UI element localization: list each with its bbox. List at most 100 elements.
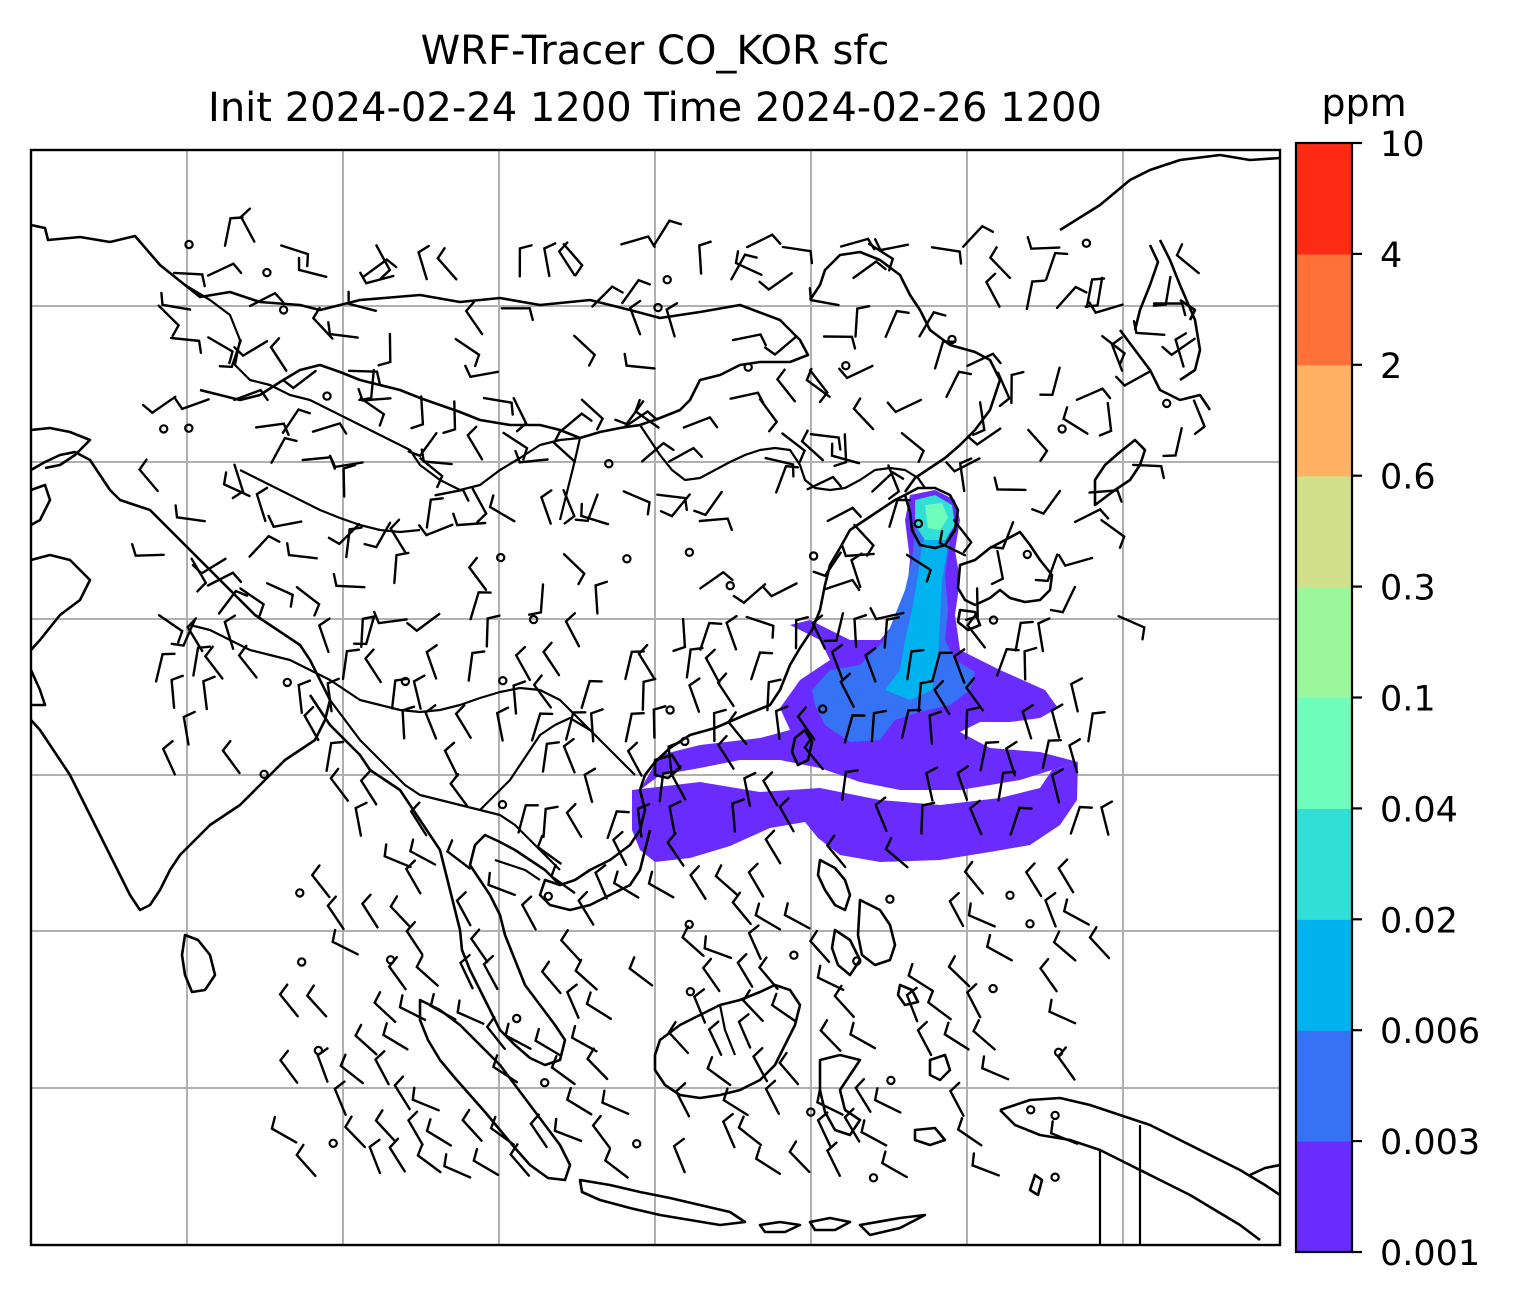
wind-barb [948, 1081, 965, 1117]
wind-barb [952, 648, 966, 684]
wind-barb [374, 1109, 397, 1143]
wind-barb [329, 767, 349, 802]
wind-barb [926, 990, 952, 1021]
wind-barb [971, 1152, 1000, 1177]
wind-barb [996, 371, 1011, 408]
wind-barb [404, 859, 422, 895]
wind-barb [824, 578, 861, 592]
wind-barb [160, 291, 192, 311]
wind-barb [375, 244, 392, 280]
wind-calm-marker [184, 239, 194, 250]
wind-calm-marker [158, 424, 169, 434]
wind-barb [419, 457, 444, 489]
wind-calm-marker [1081, 238, 1092, 248]
wind-barb [1057, 858, 1075, 894]
wind-barb [774, 705, 789, 740]
wind-barb [752, 1047, 769, 1083]
wind-calm-marker [259, 769, 269, 780]
wind-barb [952, 519, 973, 554]
wind-barb [221, 739, 241, 775]
wind-barb [997, 770, 1017, 802]
wind-barb [278, 983, 299, 1018]
wind-barb [562, 489, 576, 525]
wind-barb [852, 397, 875, 431]
wind-barb [311, 421, 348, 435]
wind-barb [353, 615, 376, 646]
wind-barb [796, 706, 816, 741]
wind-barb [945, 370, 972, 398]
wind-barb [549, 863, 576, 894]
wind-barb [811, 614, 827, 650]
wind-barb [328, 454, 364, 469]
wind-barb [1039, 366, 1061, 397]
wind-barb [849, 1021, 877, 1050]
wind-barb [1062, 898, 1090, 926]
wind-barb [770, 992, 797, 1023]
wind-barb [331, 928, 359, 956]
wind-barb [472, 1147, 500, 1176]
wind-barb [962, 224, 995, 248]
wind-barb [411, 1086, 440, 1112]
wind-barb [281, 408, 311, 434]
wind-barb [589, 708, 604, 743]
wind-barb [502, 431, 529, 461]
wind-calm-marker [622, 554, 632, 564]
wind-barb [295, 1143, 317, 1178]
tracer-plume-core [915, 495, 955, 540]
wind-barb [500, 307, 534, 322]
wind-barb [157, 304, 181, 337]
wind-barb [641, 677, 657, 711]
wind-calm-marker [262, 267, 272, 278]
wind-barb [425, 644, 438, 680]
wind-barb [398, 994, 427, 1021]
wind-barb [916, 1020, 933, 1057]
wind-barb [626, 741, 643, 777]
wind-barb [864, 647, 877, 683]
wind-barb [917, 679, 934, 713]
wind-calm-marker [497, 799, 508, 810]
wind-barb [665, 302, 679, 338]
wind-barb [731, 798, 745, 833]
wind-calm-marker [400, 676, 411, 687]
wind-barb [737, 1115, 763, 1147]
wind-barb [624, 712, 645, 743]
wind-barb [203, 645, 224, 680]
wind-barb [990, 550, 1005, 586]
wind-barb [766, 678, 782, 712]
wind-barb [704, 648, 721, 684]
wind-barb [161, 740, 176, 776]
wind-barb [1050, 703, 1064, 739]
colorbar-tick-label: 2 [1380, 347, 1402, 387]
wind-barb [1088, 926, 1111, 960]
wind-barb [775, 464, 800, 494]
wind-barb [491, 1054, 519, 1084]
wind-barb [636, 803, 651, 838]
wind-barb [565, 1087, 593, 1116]
wind-barb [988, 246, 1012, 280]
wind-barb [464, 364, 500, 379]
wind-barb [1110, 336, 1124, 372]
wind-calm-marker [808, 551, 819, 561]
wind-barb [1175, 243, 1200, 275]
wind-barb [830, 442, 861, 465]
wind-barb [332, 572, 366, 589]
wind-barb [1087, 711, 1106, 743]
wind-barb [672, 1137, 686, 1174]
wind-barb [270, 1115, 298, 1144]
wind-barb [1132, 463, 1165, 480]
wind-barb [674, 1082, 691, 1118]
wind-barb [280, 244, 310, 268]
wind-barb [764, 335, 798, 357]
wind-barb [634, 398, 660, 429]
country-borders [184, 284, 1142, 1245]
wind-barb [552, 431, 576, 463]
wind-barb [900, 708, 922, 739]
wind-barb [359, 770, 378, 806]
wind-barb [580, 502, 610, 526]
wind-barb [186, 617, 204, 653]
wind-barb [488, 494, 516, 523]
wind-barb [532, 674, 552, 709]
wind-barb [905, 553, 933, 583]
wind-barb [1069, 677, 1084, 713]
wind-calm-marker [1050, 1172, 1060, 1182]
